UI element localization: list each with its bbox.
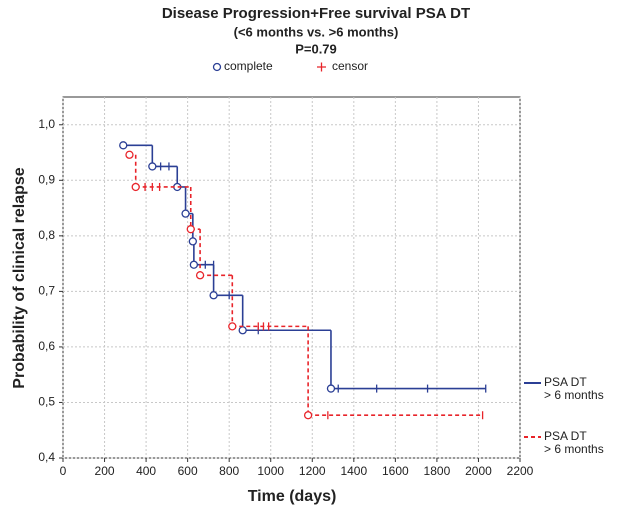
complete-marker bbox=[326, 384, 336, 393]
complete-marker bbox=[238, 326, 247, 335]
x-tick-label: 1200 bbox=[299, 464, 326, 478]
x-tick-label: 1000 bbox=[257, 464, 284, 478]
complete-symbol bbox=[212, 62, 222, 72]
legend-label: PSA DT > 6 months bbox=[544, 429, 604, 456]
y-axis-label: Probability of clinical relapse bbox=[11, 167, 28, 389]
complete-marker bbox=[188, 237, 197, 246]
marker-legend-label: complete bbox=[224, 59, 273, 73]
complete-marker bbox=[189, 260, 199, 269]
y-tick-label: 0,4 bbox=[38, 450, 55, 464]
x-tick-label: 1600 bbox=[382, 464, 409, 478]
x-tick-label: 2200 bbox=[507, 464, 534, 478]
complete-marker bbox=[209, 291, 218, 300]
y-tick-label: 0,7 bbox=[38, 284, 55, 298]
x-tick-label: 600 bbox=[178, 464, 198, 478]
complete-marker bbox=[119, 141, 128, 150]
marker-legend-label: censor bbox=[332, 59, 368, 73]
complete-marker bbox=[195, 271, 205, 280]
x-tick-label: 0 bbox=[60, 464, 67, 478]
x-tick-label: 200 bbox=[95, 464, 115, 478]
y-tick-label: 0,6 bbox=[38, 339, 55, 353]
complete-marker bbox=[125, 150, 134, 159]
complete-marker bbox=[181, 209, 190, 218]
x-axis-label: Time (days) bbox=[248, 488, 337, 505]
x-tick-label: 800 bbox=[219, 464, 239, 478]
complete-marker bbox=[131, 182, 140, 192]
plot-frame bbox=[62, 96, 521, 459]
legend-label: PSA DT > 6 months bbox=[544, 375, 604, 402]
x-tick-label: 2000 bbox=[465, 464, 492, 478]
x-tick-label: 400 bbox=[136, 464, 156, 478]
complete-marker bbox=[228, 322, 237, 331]
censor-symbol bbox=[317, 62, 326, 72]
y-tick-label: 1,0 bbox=[38, 117, 55, 131]
chart-subtitle: (<6 months vs. >6 months) bbox=[234, 24, 399, 39]
x-tick-label: 1400 bbox=[340, 464, 367, 478]
y-tick-label: 0,5 bbox=[38, 395, 55, 409]
complete-marker bbox=[186, 225, 195, 234]
x-tick-label: 1800 bbox=[424, 464, 451, 478]
chart-title: Disease Progression+Free survival PSA DT bbox=[162, 5, 470, 22]
y-tick-label: 0,9 bbox=[38, 172, 55, 186]
complete-marker bbox=[303, 411, 313, 420]
complete-marker bbox=[148, 162, 157, 171]
p-value: P=0.79 bbox=[295, 41, 337, 56]
y-tick-label: 0,8 bbox=[38, 228, 55, 242]
